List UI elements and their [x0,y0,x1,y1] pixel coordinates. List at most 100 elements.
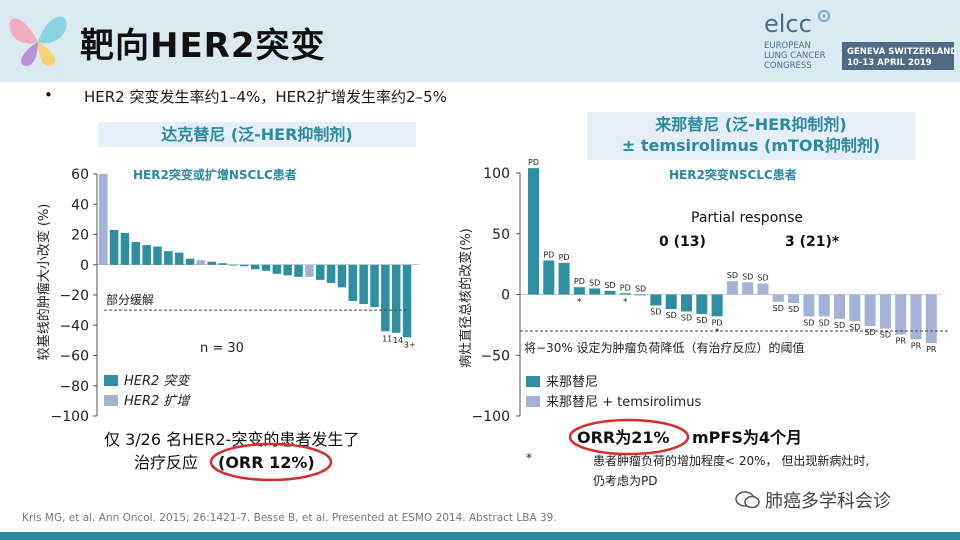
right-legend-swatch-combo [526,396,540,407]
right-bar [650,294,662,306]
right-bar-label: SD [650,307,661,316]
left-bar [109,229,119,265]
right-title-line1: 来那替尼 (泛-HER抑制剂) [655,115,847,134]
right-title-line2: ± temsirolimus (mTOR抑制剂) [621,136,881,155]
wechat-icon [735,491,760,509]
left-y-tick-label: 0 [80,258,89,274]
logo-line3: CONGRESS [764,61,812,71]
right-panel-title: 来那替尼 (泛-HER抑制剂) ± temsirolimus (mTOR抑制剂) [587,112,915,160]
partial-response-neratinib: 0 (13) [659,234,706,250]
right-bar [573,287,585,295]
right-bar [543,260,555,295]
left-bar [142,245,151,265]
right-bar [742,282,754,295]
left-footnote-line1: 仅 3/26 名HER2-突变的患者发生了 [104,430,359,449]
right-bar [803,294,815,317]
page-title: 靶向HER2突变 [80,26,326,66]
left-waterfall-chart: HER2突变或扩增NSCLC患者 较基线的肿瘤大小改变 (%) 60 40 20 0 −… [36,167,420,482]
right-bar-label: SD [819,318,830,327]
left-bar-label: 11 [382,334,392,343]
left-footnote-orr: (ORR 12%) [218,453,315,472]
logo-location: GENEVA SWITZERLAND [847,47,956,57]
left-bar [337,264,347,288]
right-bar-label: PD [712,318,723,327]
right-bar-label: SD [635,285,646,294]
right-bar-label: SD [803,318,814,327]
left-bar [164,251,173,265]
left-panel-title: 达克替尼 (泛-HER抑制剂) [98,122,416,147]
right-bar [604,290,616,295]
logo-name: elcc [764,10,812,38]
right-bar [895,294,907,335]
left-bar [240,264,249,267]
right-bar [757,283,769,295]
left-bar [196,260,206,265]
bullet-dot-icon: • [44,86,53,104]
left-legend-amplification: HER2 扩增 [124,394,191,409]
right-legend-swatch-neratinib [526,376,540,387]
right-waterfall-chart: HER2突变NSCLC患者 病灶直径总核的改变(%) 100 50 0 −50 −100… [458,158,950,488]
right-threshold-label: 将−30% 设定为肿瘤负荷降低（有治疗反应）的阈值 [524,340,805,355]
partial-response-combo: 3 (21)* [785,234,840,250]
right-bar [589,288,601,295]
left-legend-swatch-mutation [104,375,118,386]
left-bar [131,242,141,265]
left-bar [294,264,303,277]
right-bar-label: SD [834,321,845,330]
left-bar [326,264,336,283]
right-bar [681,294,692,312]
right-bar-label: PR [926,345,937,354]
left-bar [305,264,314,277]
right-bar [619,293,631,295]
logo-mark-icon [818,10,830,22]
butterfly-logo-icon [9,16,67,67]
right-bar-label: SD [788,305,799,314]
right-bar-star: * [577,298,582,308]
right-footnote-star: * [526,451,532,465]
right-bar [849,294,861,322]
right-orr-highlight-ellipse [568,418,690,456]
left-bar [174,252,184,265]
right-bar [910,294,922,340]
right-bar [711,294,723,317]
left-y-tick-label: −100 [51,409,89,425]
left-bar [207,261,216,265]
left-bar [370,264,379,308]
right-bar-label: SD [666,311,677,320]
right-bar-label: SD [696,316,707,325]
right-bar-label: SD [727,271,738,280]
right-bar [772,294,784,302]
right-outcome-mpfs: mPFS为4个月 [692,428,802,447]
right-bar-label: PD [620,283,631,292]
left-y-tick-label: 40 [71,197,89,213]
left-bar [348,264,358,302]
left-legend-swatch-amplification [104,395,118,406]
watermark: 肺癌多学科会诊 [735,487,891,513]
right-bar-label: SD [681,314,692,323]
left-bar-label: 3+ [404,340,416,349]
right-footnote-line1: 患者肿瘤负荷的增加程度< 20%， 但出现新病灶时, [593,453,869,468]
partial-response-title: Partial response [691,210,803,226]
left-bar [99,174,108,265]
right-bar-label: PD [559,253,570,262]
right-bar-label: SD [880,331,891,340]
right-bar-label: PD [528,158,539,167]
left-bar-label: 14 [393,336,403,345]
header-bar [0,0,960,82]
right-bar-label: PD [574,277,585,286]
right-bar-label: PR [896,337,907,346]
right-y-axis-label: 病灶直径总核的改变(%) [458,228,474,368]
left-bar [250,264,260,270]
right-bar-label: SD [604,281,615,290]
right-chart-subtitle: HER2突变NSCLC患者 [669,167,797,182]
right-bar-label: SD [849,323,860,332]
right-bar-label: SD [742,272,753,281]
left-bar [402,264,412,338]
left-threshold-label: 部分缓解 [106,292,154,307]
left-n-label: n = 30 [200,341,244,356]
left-y-tick-label: −20 [59,288,89,304]
left-y-tick-label: −60 [59,349,89,365]
bottom-bar [0,532,960,540]
right-y-tick-label: 100 [483,166,510,182]
right-y-tick-label: −50 [480,348,510,364]
